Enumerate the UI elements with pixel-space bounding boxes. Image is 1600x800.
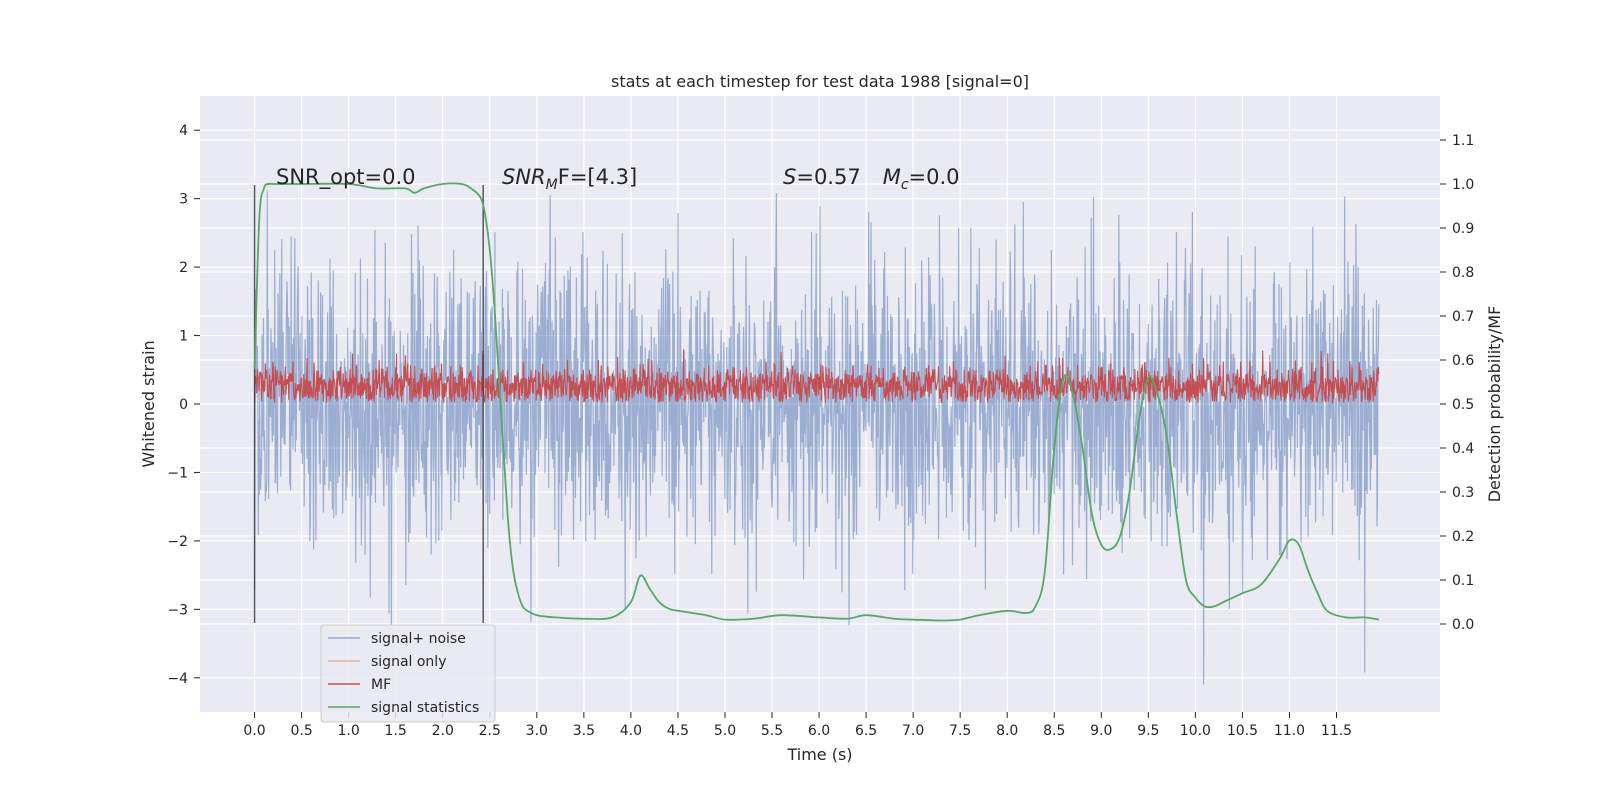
- legend-label-signal-only: signal only: [371, 654, 446, 670]
- x-tick-label: 3.0: [526, 723, 548, 739]
- x-tick-label: 0.5: [290, 723, 312, 739]
- legend-label-stats: signal statistics: [371, 700, 479, 716]
- legend-label-mf: MF: [371, 677, 391, 693]
- legend-label-noise: signal+ noise: [371, 631, 466, 647]
- signal-noise-series: [253, 190, 1380, 685]
- x-tick-label: 7.5: [949, 723, 971, 739]
- x-tick-label: 3.5: [573, 723, 595, 739]
- annotation-snr-mf-sub: M: [546, 177, 558, 193]
- y-right-tick-label: 1.1: [1452, 133, 1474, 149]
- x-tick-label: 4.0: [620, 723, 642, 739]
- y-left-tick-label: 4: [179, 123, 188, 139]
- y-right-tick-label: 0.9: [1452, 221, 1474, 237]
- mf-line: [254, 349, 1380, 405]
- x-tick-label: 1.0: [338, 723, 360, 739]
- y-right-tick-label: 0.0: [1452, 617, 1474, 633]
- annotation-snr-mf: SNRMF=[4.3]: [502, 165, 637, 193]
- y-right-tick-label: 0.5: [1452, 397, 1474, 413]
- x-tick-label: 5.5: [761, 723, 783, 739]
- y-right-tick-label: 0.3: [1452, 485, 1474, 501]
- vlines: [253, 184, 484, 624]
- y-left-tick-label: −2: [167, 534, 188, 550]
- y-right-tick-label: 0.7: [1452, 309, 1474, 325]
- y-right-tick-label: 0.4: [1452, 441, 1474, 457]
- y-right-tick-label: 0.2: [1452, 529, 1474, 545]
- y-left-tick-label: −4: [167, 671, 188, 687]
- x-tick-label: 5.0: [714, 723, 736, 739]
- y-right-axis-ticks: 1.1 1.0 0.9 0.8 0.7 0.6 0.5 0.4 0.3 0.2 0.1 0.0: [1440, 133, 1474, 633]
- legend-box: [320, 624, 496, 723]
- y-left-tick-label: −3: [167, 602, 188, 618]
- x-tick-label: 7.0: [902, 723, 924, 739]
- annotation-s: S: [783, 165, 796, 189]
- annotation-s-val: =0.57: [796, 165, 860, 189]
- x-tick-label: 9.5: [1137, 723, 1159, 739]
- x-tick-label: 9.0: [1090, 723, 1112, 739]
- y-left-tick-label: 2: [179, 260, 188, 276]
- signal-statistics-line: [253, 182, 1379, 622]
- x-tick-label: 4.5: [667, 723, 689, 739]
- x-tick-label: 2.5: [479, 723, 501, 739]
- x-tick-label: 6.5: [855, 723, 877, 739]
- legend: signal+ noise signal only MF signal stat…: [320, 624, 496, 723]
- x-tick-label: 10.5: [1227, 723, 1258, 739]
- x-tick-label: 1.5: [385, 723, 407, 739]
- x-tick-label: 8.5: [1043, 723, 1065, 739]
- annotation-mc: M: [883, 165, 901, 189]
- x-tick-label: 0.0: [243, 723, 265, 739]
- y-left-tick-label: 1: [179, 329, 188, 345]
- y-right-tick-label: 0.6: [1452, 353, 1474, 369]
- x-tick-label: 11.5: [1321, 723, 1352, 739]
- x-tick-label: 6.0: [808, 723, 830, 739]
- x-tick-label: 11.0: [1274, 723, 1305, 739]
- chart-title: stats at each timestep for test data 198…: [611, 72, 1029, 91]
- signal-noise-line: [253, 190, 1380, 685]
- y-left-tick-label: 0: [179, 397, 188, 413]
- signal-statistics-series: [253, 182, 1379, 622]
- x-tick-label: 10.0: [1180, 723, 1211, 739]
- y-left-tick-label: −1: [167, 465, 188, 481]
- y-right-axis-label: Detection probability/MF: [1485, 306, 1504, 503]
- x-tick-label: 8.0: [996, 723, 1018, 739]
- y-right-tick-label: 1.0: [1452, 177, 1474, 193]
- annotation-mc-sub: c: [901, 177, 909, 193]
- mf-series: [254, 349, 1380, 405]
- y-left-axis-label: Whitened strain: [139, 340, 158, 467]
- y-left-tick-label: 3: [179, 192, 188, 208]
- annotation-snr-mf-tail: F=[4.3]: [558, 165, 637, 189]
- x-axis-label: Time (s): [786, 745, 852, 764]
- x-tick-label: 2.0: [432, 723, 454, 739]
- annotation-snr-opt: SNR_opt=0.0: [276, 165, 416, 190]
- annotation-mc-val: =0.0: [909, 165, 960, 189]
- annotation-snr-mf-base: SNR: [502, 165, 546, 189]
- x-axis-ticks: 0.0 0.5 1.0 1.5 2.0 2.5 3.0 3.5 4.0 4.5 5.0 5.5 6.0 6…: [243, 712, 1352, 739]
- y-right-tick-label: 0.8: [1452, 265, 1474, 281]
- y-right-tick-label: 0.1: [1452, 573, 1474, 589]
- annotation-s-mc: S=0.57 Mc=0.0: [783, 165, 960, 193]
- y-left-axis-ticks: 4 3 2 1 0 −1 −2 −3 −4: [167, 123, 200, 687]
